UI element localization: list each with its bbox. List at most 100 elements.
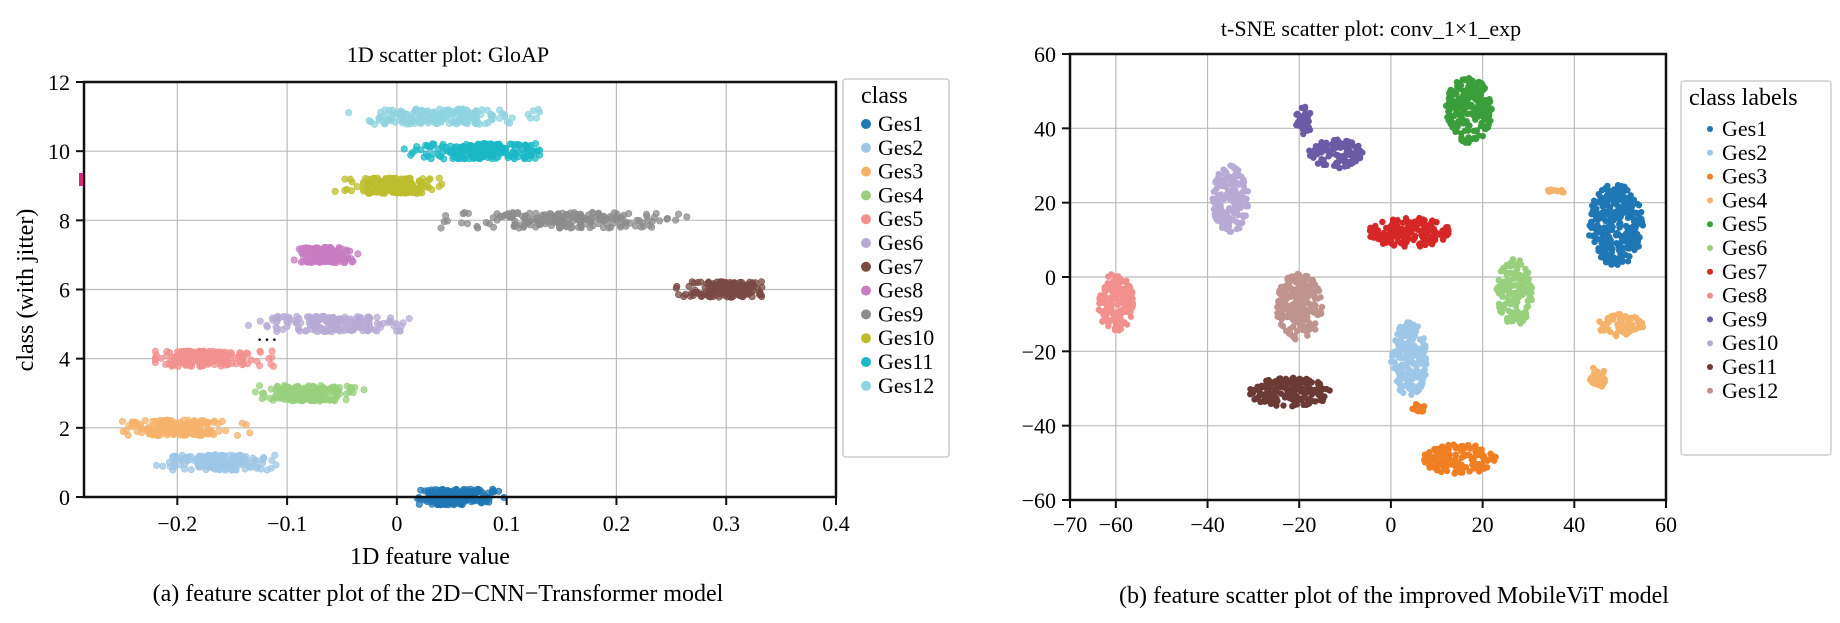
gloap-point [673,282,681,290]
gloap-point [446,107,454,115]
gloap-point [437,224,445,232]
tsne-point [1305,400,1313,407]
tsne-point [1413,387,1420,395]
gloap-point [196,362,204,370]
tsne-legend-marker [1707,387,1713,394]
tsne-point [1127,307,1134,315]
tsne-point [1314,160,1322,167]
tsne-point [1429,227,1437,234]
gloap-point [375,116,383,124]
tsne-series-ges2 [1387,319,1430,398]
tsne-point [1396,373,1403,381]
gloap-point [428,500,436,508]
gloap-point [242,458,250,466]
tsne-point [1461,76,1468,83]
tsne-point [1298,104,1306,112]
tsne-legend-item: Ges8 [1722,283,1767,308]
tsne-point [1304,313,1311,320]
gloap-y-axis-label: class (with jitter) [13,209,39,372]
gloap-point [415,177,423,185]
gloap-x-tick-label: 0.2 [603,511,631,536]
gloap-point [185,347,193,355]
gloap-point [417,486,425,494]
tsne-point [1321,393,1328,400]
gloap-point [318,391,326,399]
tsne-point [1454,83,1461,90]
tsne-point [1310,301,1317,308]
gloap-point [370,175,378,183]
gloap-point [460,119,468,127]
gloap-point [506,213,514,221]
gloap-point [253,464,261,472]
tsne-point [1391,348,1399,355]
gloap-point [502,149,510,157]
gloap-point [343,382,351,390]
tsne-point [1283,313,1291,321]
tsne-point [1409,375,1416,383]
tsne-point [1632,326,1639,333]
tsne-point [1410,342,1418,349]
gloap-legend-marker [861,380,871,391]
gloap-point [160,421,168,429]
tsne-point [1395,353,1403,361]
gloap-point [284,318,292,326]
gloap-point [360,187,368,195]
gloap-x-tick-label: 0.3 [712,511,740,536]
gloap-point [703,291,711,299]
tsne-point [1269,399,1277,406]
gloap-legend-title: class [861,83,908,109]
gloap-point [271,451,279,459]
tsne-point [1495,300,1503,308]
gloap-point [159,462,167,470]
tsne-point [1524,297,1532,305]
gloap-point [451,118,459,126]
gloap-point [366,181,374,189]
gloap-point [335,315,343,323]
tsne-point [1630,223,1638,230]
tsne-point [1244,201,1251,208]
gloap-x-axis-label: 1D feature value [350,544,510,570]
tsne-y-tick-label: 20 [1034,191,1056,216]
tsne-point [1116,324,1124,331]
gloap-point [459,105,467,113]
tsne-point [1616,320,1624,327]
gloap-legend-marker [861,333,871,344]
tsne-point [1107,285,1114,293]
tsne-point [1617,251,1624,258]
gloap-legend-item: Ges1 [878,111,923,136]
tsne-point [1342,144,1350,151]
gloap-point [230,457,238,465]
tsne-point [1585,232,1593,239]
gloap-point [489,214,497,222]
tsne-point [1517,275,1525,282]
gloap-point [342,318,350,326]
tsne-point [1225,175,1232,182]
tsne-point [1590,197,1598,204]
tsne-point [1624,239,1632,246]
tsne-point [1291,300,1298,307]
tsne-point [1396,232,1403,239]
tsne-point [1446,91,1453,99]
gloap-point [392,320,400,328]
tsne-point [1283,295,1291,302]
gloap-point [338,325,346,333]
gloap-point [694,278,702,286]
gloap-point [222,461,230,469]
gloap-point [643,213,651,221]
gloap-point [737,281,745,289]
gloap-point [256,382,264,390]
tsne-point [1503,294,1511,301]
tsne-point [1478,119,1485,127]
tsne-point [1598,239,1605,246]
tsne-point [1422,241,1429,249]
gloap-point [400,145,408,153]
gloap-series-ges9 [437,209,691,232]
gloap-point [522,212,530,220]
tsne-point [1469,110,1476,118]
tsne-point [1428,235,1435,242]
gloap-y-tick-label: 10 [48,139,70,164]
tsne-point [1215,212,1222,219]
gloap-point [310,245,318,253]
tsne-point [1397,362,1405,370]
gloap-legend-item: Ges7 [878,254,923,279]
